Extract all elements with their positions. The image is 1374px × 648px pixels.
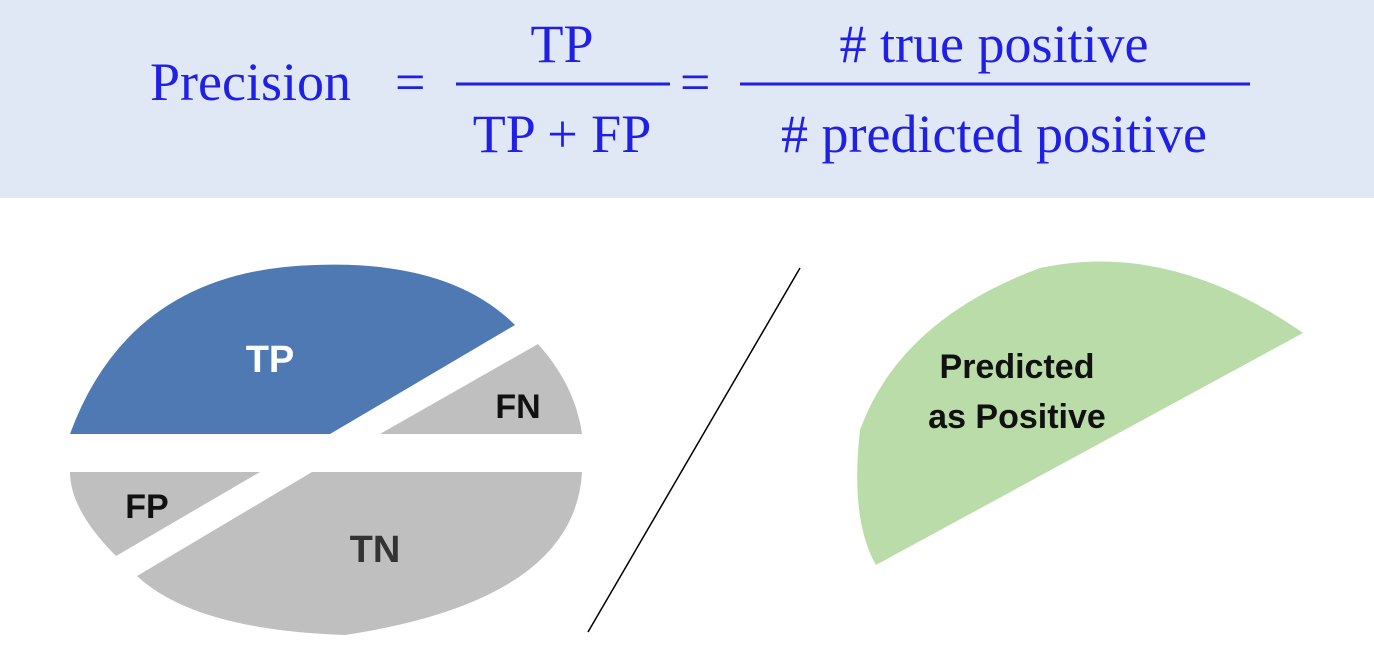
fp-label: FP (125, 488, 168, 526)
fraction-2-denominator: # predicted positive (781, 104, 1207, 164)
fraction-1-denominator: TP + FP (473, 104, 652, 164)
predicted-label-line2: as Positive (928, 398, 1106, 436)
formula-equals-1: = (395, 52, 425, 112)
diagram-area: TP FN FP TN Predicted as Positive (0, 198, 1374, 648)
formula-banner: Precision = TP TP + FP = # true positive… (0, 0, 1374, 198)
fraction-1-numerator: TP (530, 14, 593, 74)
predicted-label-line1: Predicted (940, 348, 1095, 386)
tn-label: TN (350, 529, 401, 571)
fraction-2-numerator: # true positive (840, 14, 1149, 74)
predicted-positive-region: Predicted as Positive (857, 261, 1303, 565)
formula-equals-2: = (680, 52, 710, 112)
predicted-positive-shape (857, 261, 1303, 565)
tn-segment (137, 472, 582, 635)
formula-lhs: Precision (150, 52, 351, 112)
fp-segment (70, 472, 260, 556)
confusion-ellipse: TP FN FP TN (70, 264, 582, 635)
formula-text-group: Precision = TP TP + FP = # true positive… (150, 14, 1250, 164)
divider-slash (587, 267, 801, 633)
precision-formula: Precision = TP TP + FP = # true positive… (150, 14, 1250, 164)
precision-diagram: TP FN FP TN Predicted as Positive (70, 261, 1303, 635)
fn-label: FN (495, 388, 540, 426)
tp-label: TP (246, 339, 295, 381)
fn-segment (380, 344, 582, 434)
tp-segment (70, 264, 515, 434)
